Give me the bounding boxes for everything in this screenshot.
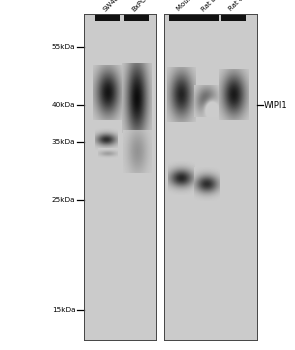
- Bar: [194, 14, 219, 21]
- Bar: [95, 14, 120, 21]
- Text: 15kDa: 15kDa: [52, 307, 75, 313]
- Text: Mouse eye: Mouse eye: [176, 0, 206, 12]
- Text: BxPC-3: BxPC-3: [131, 0, 153, 12]
- Text: 25kDa: 25kDa: [52, 196, 75, 203]
- Bar: [156, 14, 164, 340]
- Bar: [84, 14, 156, 340]
- Text: Rat brain: Rat brain: [201, 0, 227, 12]
- Text: SW480: SW480: [102, 0, 124, 12]
- Text: WIPI1: WIPI1: [264, 100, 288, 110]
- Bar: [124, 14, 149, 21]
- Text: 40kDa: 40kDa: [52, 102, 75, 108]
- Bar: [164, 14, 257, 340]
- Bar: [169, 14, 194, 21]
- Text: 35kDa: 35kDa: [52, 139, 75, 145]
- Bar: [221, 14, 246, 21]
- Text: 55kDa: 55kDa: [52, 44, 75, 50]
- Text: Rat eye: Rat eye: [228, 0, 251, 12]
